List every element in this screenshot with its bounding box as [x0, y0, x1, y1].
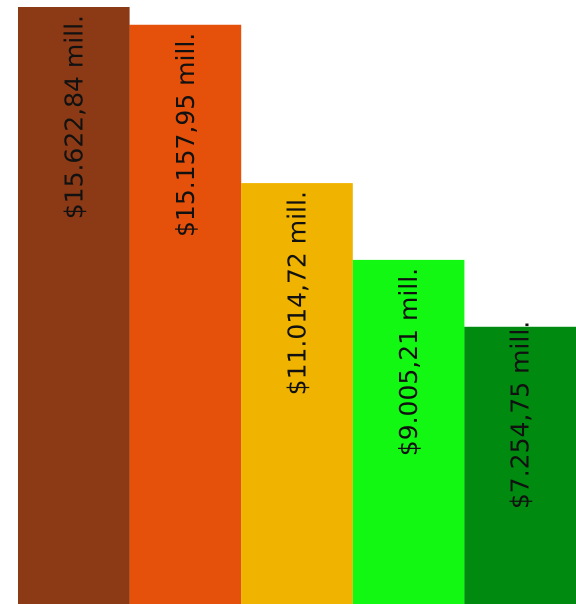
bar-4: [352, 259, 465, 604]
bar-3: [241, 183, 353, 604]
bar-5-value-label: $7.254,75 mill.: [506, 321, 535, 509]
bar-1: [18, 7, 130, 604]
bar-5: [464, 326, 576, 604]
labels-group: $15.622,84 mill. $15.157,95 mill. $11.014,…: [59, 15, 534, 509]
bar-3-value-label: $11.014,72 mill.: [283, 191, 312, 395]
bar-2-value-label: $15.157,95 mill.: [171, 33, 200, 237]
bars-group: [18, 7, 576, 604]
bar-1-value-label: $15.622,84 mill.: [59, 15, 88, 219]
bar-4-value-label: $9.005,21 mill.: [394, 268, 423, 456]
bar-2: [129, 24, 242, 604]
